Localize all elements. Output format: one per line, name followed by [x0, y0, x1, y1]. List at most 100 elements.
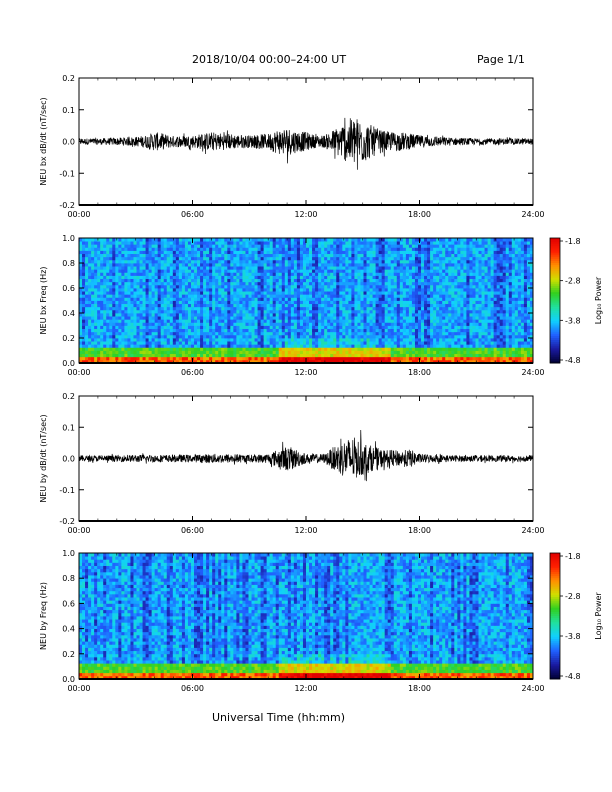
spectrogram-cell: [312, 325, 316, 330]
spectrogram-cell: [212, 303, 216, 308]
spectrogram-cell: [421, 269, 425, 273]
spectrogram-cell: [354, 250, 358, 255]
spectrogram-cell: [278, 269, 283, 273]
spectrogram-cell: [333, 325, 337, 330]
spectrogram-cell: [393, 247, 398, 251]
spectrogram-cell: [278, 297, 283, 301]
spectrogram-cell: [302, 272, 307, 276]
spectrogram-cell: [357, 300, 361, 305]
spectrogram-cell: [160, 319, 165, 323]
spectrogram-cell: [327, 341, 331, 345]
spectrogram-cell: [290, 288, 295, 292]
spectrogram-cell: [351, 269, 355, 273]
spectrogram-cell: [227, 288, 231, 292]
spectrogram-cell: [206, 294, 210, 298]
spectrogram-cell: [169, 306, 174, 311]
spectrogram-cell: [221, 313, 225, 317]
spectrogram-cell: [79, 341, 83, 345]
spectrogram-cell: [136, 319, 140, 323]
spectrogram-cell: [293, 244, 298, 248]
spectrogram-cell: [405, 284, 410, 289]
spectrogram-cell: [363, 313, 367, 317]
spectrogram-cell: [200, 319, 204, 323]
spectrogram-cell: [421, 322, 425, 326]
spectrogram-cell: [203, 241, 207, 245]
spectrogram-cell: [154, 244, 159, 248]
spectrogram-cell: [330, 269, 334, 273]
spectrogram-cell: [390, 263, 395, 267]
spectrogram-cell: [433, 319, 437, 323]
spectrogram-cell: [354, 303, 358, 308]
spectrogram-cell: [88, 253, 92, 258]
spectrogram-cell: [408, 291, 413, 295]
spectrogram-cell: [194, 303, 198, 308]
spectrogram-cell: [190, 297, 195, 301]
spectrogram-cell: [142, 313, 146, 317]
spectrogram-cell: [390, 344, 395, 348]
spectrogram-cell: [127, 328, 131, 333]
spectrogram-cell: [218, 300, 222, 305]
spectrogram-cell: [393, 278, 398, 283]
spectrogram-cell: [133, 284, 137, 289]
spectrogram-cell: [290, 284, 295, 289]
spectrogram-cell: [302, 328, 307, 333]
spectrogram-cell: [309, 263, 313, 267]
spectrogram-cell: [315, 269, 319, 273]
spectrogram-cell: [424, 297, 428, 301]
spectrogram-cell: [209, 269, 213, 273]
spectrogram-cell: [309, 316, 313, 320]
spectrogram-cell: [390, 244, 395, 248]
spectrogram-cell: [181, 303, 186, 308]
spectrogram-cell: [224, 259, 228, 264]
spectrogram-cell: [381, 341, 386, 345]
spectrogram-cell: [206, 359, 210, 364]
spectrogram-cell: [296, 341, 301, 345]
spectrogram-cell: [260, 259, 265, 264]
spectrogram-cell: [336, 250, 340, 255]
spectrogram-cell: [148, 259, 153, 264]
spectrogram-cell: [233, 288, 237, 292]
spectrogram-cell: [263, 300, 268, 305]
spectrogram-cell: [148, 275, 153, 280]
spectrogram-cell: [330, 316, 334, 320]
spectrogram-cell: [212, 284, 216, 289]
spectrogram-cell: [330, 241, 334, 245]
spectrogram-cell: [263, 356, 268, 361]
spectrogram-cell: [184, 244, 189, 248]
spectrogram-cell: [145, 331, 150, 336]
spectrogram-cell: [100, 284, 104, 289]
spectrogram-cell: [318, 256, 322, 261]
spectrogram-cell: [354, 272, 358, 276]
spectrogram-cell: [366, 331, 370, 336]
spectrogram-cell: [381, 250, 386, 255]
spectrogram-cell: [405, 278, 410, 283]
spectrogram-cell: [299, 309, 304, 314]
spectrogram-cell: [163, 344, 168, 348]
spectrogram-cell: [417, 275, 422, 280]
spectrogram-cell: [284, 300, 289, 305]
spectrogram-cell: [203, 353, 207, 358]
spectrogram-cell: [296, 253, 301, 258]
spectrogram-cell: [236, 259, 240, 264]
spectrogram-cell: [145, 359, 150, 364]
spectrogram-cell: [118, 300, 122, 305]
spectrogram-cell: [218, 272, 222, 276]
spectrogram-cell: [215, 278, 219, 283]
spectrogram-cell: [212, 256, 216, 261]
spectrogram-cell: [112, 319, 116, 323]
spectrogram-cell: [296, 338, 301, 342]
spectrogram-cell: [100, 356, 104, 361]
spectrogram-cell: [100, 322, 104, 326]
spectrogram-cell: [318, 263, 322, 267]
spectrogram-cell: [200, 269, 204, 273]
spectrogram-cell: [97, 350, 101, 355]
spectrogram-cell: [269, 328, 274, 333]
spectrogram-cell: [315, 328, 319, 333]
spectrogram-cell: [224, 288, 228, 292]
spectrogram-cell: [251, 359, 255, 364]
spectrogram-cell: [302, 253, 307, 258]
spectrogram-cell: [363, 275, 367, 280]
spectrogram-cell: [160, 297, 165, 301]
spectrogram-cell: [169, 291, 174, 295]
